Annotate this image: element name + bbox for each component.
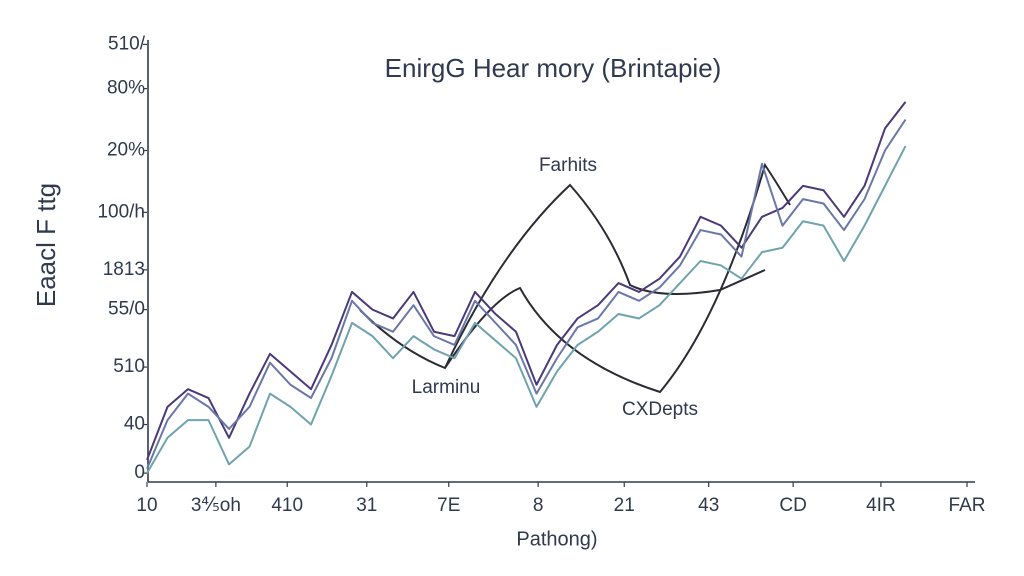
x-tick-label: 4IR <box>866 495 896 516</box>
y-tick-label: 40 <box>124 414 145 435</box>
x-tick-label: 43 <box>698 495 719 516</box>
x-tick-label: 3⅘oh <box>191 495 241 516</box>
x-tick-label: 10 <box>136 495 157 516</box>
y-tick-label: 510 <box>113 356 145 377</box>
x-axis-label: Pathong) <box>516 528 597 550</box>
y-tick-label: 20% <box>107 140 145 161</box>
annotation: CXDepts <box>622 399 698 420</box>
y-tick-label: 55/0 <box>108 299 145 320</box>
x-tick-label: 21 <box>614 495 635 516</box>
x-tick-label: 31 <box>356 495 377 516</box>
annotation-shape <box>359 162 791 394</box>
y-tick-label: 100/h <box>97 201 145 222</box>
line-series <box>146 101 907 461</box>
chart-title: EnirgG Hear mory (Brintapie) <box>385 53 722 83</box>
annotation: Larminu <box>412 377 481 398</box>
y-tick-label: 1813 <box>103 259 145 280</box>
x-tick-label: 7E <box>437 495 460 516</box>
y-tick-label: 510/ <box>108 33 146 54</box>
x-tick-label: CD <box>779 495 806 516</box>
annotation: Farhits <box>539 155 597 176</box>
y-tick-label: 0 <box>134 462 145 483</box>
y-tick-label: 80% <box>107 78 145 99</box>
annotation-shape <box>444 183 766 369</box>
line-series <box>146 145 907 474</box>
x-tick-label: 8 <box>533 495 544 516</box>
x-tick-label: 410 <box>271 495 303 516</box>
y-axis-label: Eaacl F ttg <box>31 183 61 307</box>
line-series <box>146 119 907 470</box>
x-tick-label: FAR <box>949 495 986 516</box>
